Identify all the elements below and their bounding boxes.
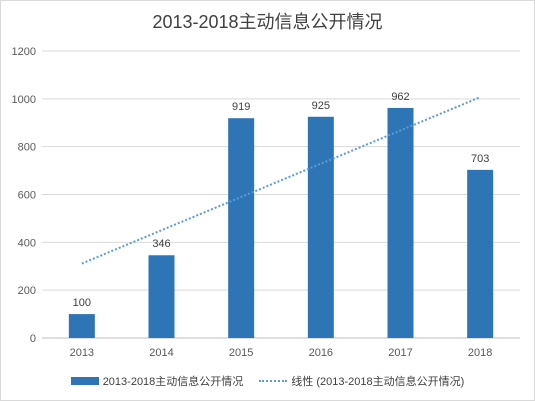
- trendline: [81, 96, 481, 265]
- x-tick-label: 2018: [468, 347, 492, 359]
- bar: [307, 116, 334, 338]
- x-tick-label: 2017: [388, 347, 412, 359]
- data-label: 919: [232, 101, 250, 113]
- data-label: 703: [471, 153, 489, 165]
- y-tick-label: 1200: [12, 46, 36, 58]
- bar: [467, 169, 494, 338]
- y-tick-label: 0: [30, 333, 36, 345]
- x-tick-label: 2013: [70, 347, 94, 359]
- bar: [148, 255, 175, 338]
- data-label: 100: [73, 297, 91, 309]
- y-tick-label: 600: [18, 190, 36, 202]
- y-tick-label: 1000: [12, 94, 36, 106]
- data-label: 346: [152, 238, 170, 250]
- legend-trendline-swatch: [259, 380, 288, 382]
- x-tick-label: 2015: [229, 347, 253, 359]
- bar: [68, 314, 95, 338]
- x-tick-label: 2014: [149, 347, 173, 359]
- y-tick-label: 200: [18, 285, 36, 297]
- bar: [387, 107, 414, 339]
- legend-trendline-label: 线性 (2013-2018主动信息公开情况): [291, 376, 465, 388]
- data-label: 962: [391, 91, 409, 103]
- y-tick-label: 800: [18, 142, 36, 154]
- bar: [228, 118, 255, 338]
- x-tick-label: 2016: [309, 347, 333, 359]
- legend-series-label: 2013-2018主动信息公开情况: [102, 376, 244, 388]
- data-label: 925: [312, 100, 330, 112]
- y-tick-label: 400: [18, 237, 36, 249]
- chart-title: 2013-2018主动信息公开情况: [152, 12, 383, 32]
- chart-legend: 2013-2018主动信息公开情况 线性 (2013-2018主动信息公开情况): [0, 373, 535, 389]
- legend-bar-swatch: [70, 377, 99, 385]
